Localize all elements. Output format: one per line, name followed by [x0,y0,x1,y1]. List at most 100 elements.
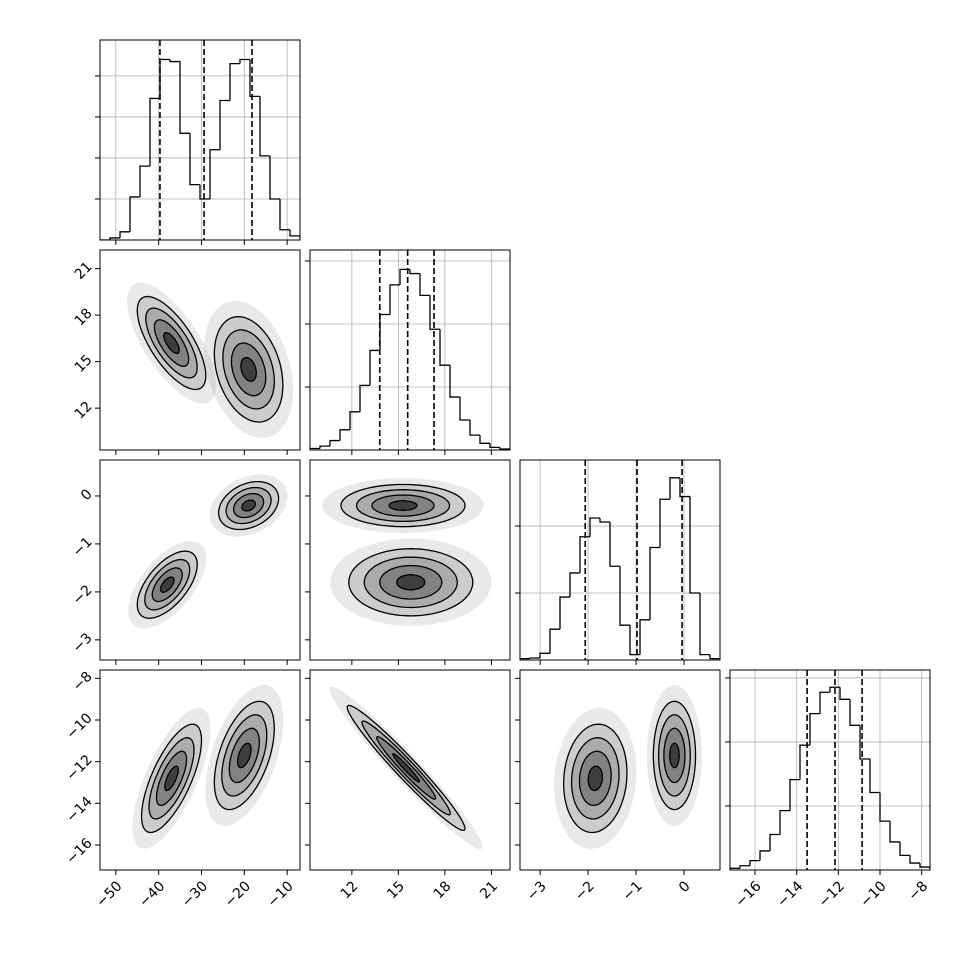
histogram-step [669,477,680,500]
density-contour [669,742,680,769]
histogram-step [499,447,510,450]
histogram-step [609,522,620,567]
histogram-step [779,809,790,835]
histogram-step [769,833,780,851]
histogram-step [279,198,290,231]
histogram-step [449,365,460,398]
histogram-step [859,725,870,760]
histogram-step [319,445,330,449]
histogram-step [879,792,890,822]
panel-content [322,478,492,626]
histogram-step [249,59,260,98]
histogram-step [599,518,610,523]
density-contour [240,356,257,382]
histogram-step [310,447,320,450]
histogram-step [259,96,270,157]
histogram-step [369,349,380,386]
histogram-step [520,658,530,660]
histogram-step [269,155,280,200]
histogram-step [849,699,860,726]
histogram-step [919,863,930,870]
histogram-step [399,268,410,285]
histogram-step [539,652,550,658]
histogram-step [709,654,720,660]
histogram-step [149,97,160,167]
histogram-step [619,566,630,626]
histogram-step [819,691,830,714]
panel-content [310,250,510,450]
density-contour [164,765,179,792]
histogram-step [409,269,420,275]
histogram-step [569,572,580,598]
panel-frame [99,669,301,871]
histogram-step [549,628,560,654]
panel-frame [519,669,721,871]
density-contour [159,576,175,593]
histogram-step [109,237,120,240]
histogram-step [579,536,590,573]
panel-frame [309,459,511,661]
histogram-step [909,855,920,864]
histogram-step [469,420,480,436]
panel-content [520,460,720,660]
histogram-step [869,758,880,794]
histogram-step [169,59,180,63]
histogram-step [329,439,340,447]
histogram-step [209,149,220,199]
density-contour [587,765,604,792]
panel-frame [99,459,301,661]
histogram-step [359,384,370,412]
histogram-step [179,61,190,134]
histogram-step [119,231,130,238]
density-contour [241,499,257,512]
panel-content [730,670,930,870]
panel-frame [99,39,301,241]
density-contour [163,331,180,355]
histogram-step [589,517,600,537]
histogram-step [289,229,300,240]
histogram-step [809,713,820,746]
histogram-step [139,165,150,197]
panel-content [329,686,483,850]
histogram-step [899,841,910,857]
histogram-step [349,411,360,430]
panel-frame [519,459,721,661]
histogram-step [730,867,740,870]
histogram-step [419,273,430,297]
histogram-step [339,429,350,441]
histogram-step [219,99,230,150]
histogram-step [389,284,400,315]
density-contour [236,742,252,769]
histogram-step [239,58,250,64]
density-contour [396,574,426,591]
density-contour [388,500,418,511]
histogram-step [759,850,770,861]
histogram-step [429,295,440,330]
histogram-step [559,596,570,630]
histogram-step [689,496,700,594]
histogram-step [659,498,670,548]
histogram-step [199,184,210,200]
panel-content [100,40,300,240]
histogram-step [479,435,490,444]
panel-content [132,685,284,849]
panel-content [127,282,294,438]
histogram-step [229,62,240,101]
histogram-step [839,687,850,700]
histogram-step [749,860,760,866]
histogram-step [829,686,840,693]
histogram-step [789,778,800,811]
histogram-step [129,196,140,232]
panel-frame [309,249,511,451]
histogram-step [439,329,450,366]
histogram-step [639,619,650,655]
histogram-step [679,477,690,498]
histogram-step [649,546,660,620]
panel-frame [99,249,301,451]
panel-frame [309,669,511,871]
histogram-step [489,443,500,449]
histogram-step [459,397,470,421]
